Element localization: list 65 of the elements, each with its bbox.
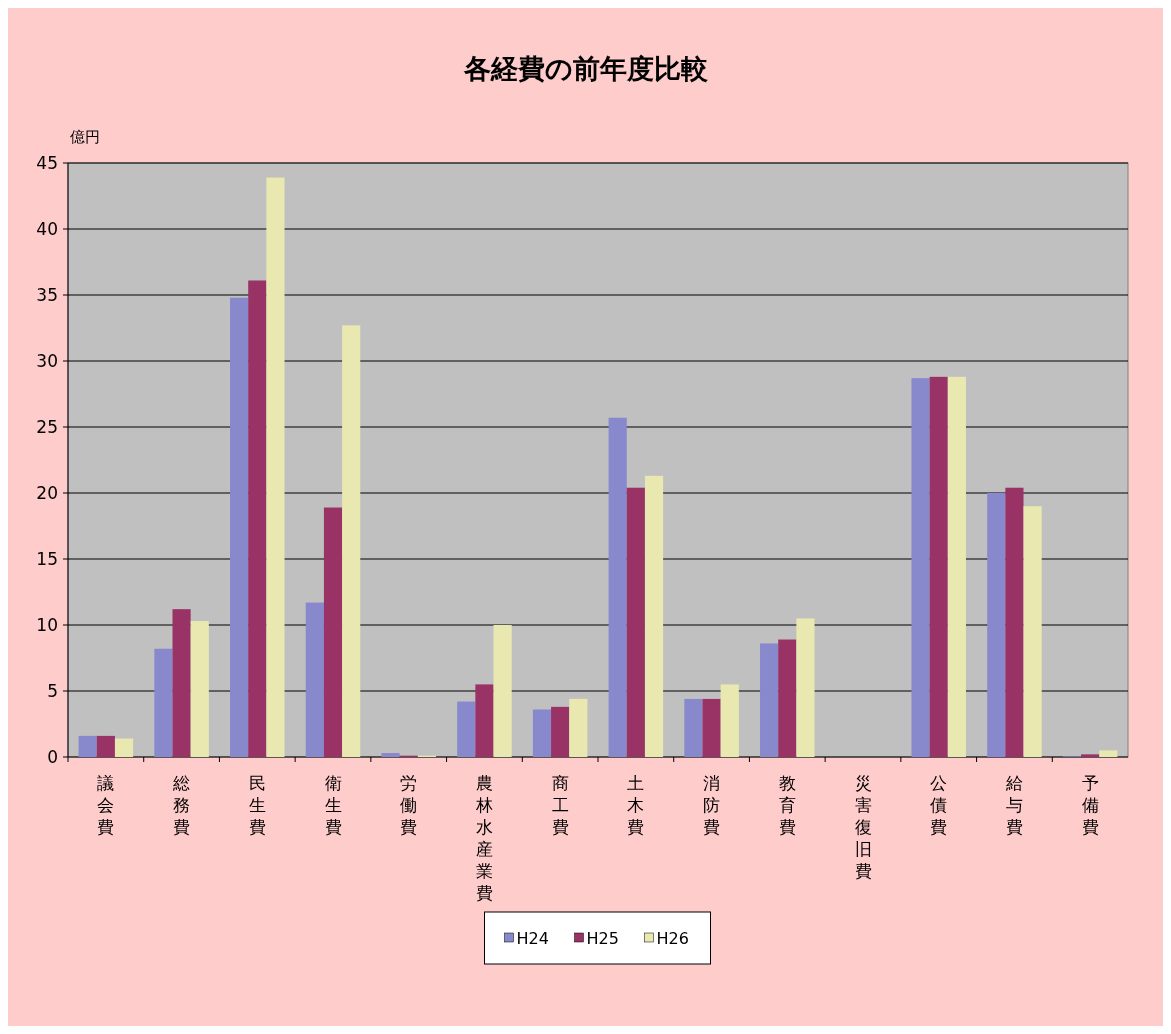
bar: [1023, 506, 1042, 757]
bar: [796, 618, 815, 757]
bar: [323, 507, 343, 757]
bar: [266, 177, 285, 757]
x-tick-label: 教育費: [778, 773, 796, 837]
bar: [608, 417, 627, 757]
bar: [190, 621, 209, 757]
x-tick-label: 消防費: [703, 773, 721, 837]
x-tick-label: 給与費: [1004, 773, 1023, 837]
y-tick-label: 30: [36, 351, 58, 371]
x-tick-label: 議会費: [97, 773, 115, 837]
y-tick-label: 45: [36, 153, 58, 173]
legend-label: H25: [586, 929, 619, 948]
bar: [1099, 750, 1118, 757]
bar: [1005, 487, 1024, 757]
y-axis-title: 億円: [70, 128, 100, 146]
x-tick-label: 災害復旧費: [854, 773, 872, 881]
x-tick-label: 公債費: [930, 773, 948, 837]
x-tick-label: 予備費: [1081, 773, 1099, 837]
y-tick-label: 25: [36, 417, 58, 437]
y-tick-label: 15: [36, 549, 58, 569]
bar: [626, 487, 645, 757]
bar: [947, 376, 966, 757]
bar: [720, 684, 739, 757]
bar: [987, 493, 1006, 757]
x-tick-label: 土木費: [627, 773, 645, 837]
bar: [342, 325, 361, 757]
bar: [381, 753, 400, 757]
y-tick-label: 40: [36, 219, 58, 239]
bar: [96, 735, 115, 757]
y-tick-label: 35: [36, 285, 58, 305]
bar: [305, 602, 324, 757]
x-tick-label: 衛生費: [324, 773, 342, 837]
bar: [78, 735, 97, 757]
chart-title: 各経費の前年度比較: [462, 53, 709, 84]
y-tick-label: 5: [47, 681, 58, 701]
x-tick-label: 総務費: [172, 773, 191, 837]
y-tick-label: 10: [36, 615, 58, 635]
bar: [475, 684, 494, 757]
bar: [702, 698, 721, 757]
bar: [154, 648, 173, 757]
bar: [551, 706, 570, 757]
bar: [778, 639, 797, 757]
bar: [493, 625, 512, 757]
x-tick-label: 農林水産業費: [474, 773, 493, 903]
bar: [644, 475, 664, 757]
bar: [172, 609, 191, 757]
bar: [929, 376, 948, 757]
bar: [569, 698, 588, 757]
bar: [114, 738, 134, 757]
x-tick-label: 商工費: [551, 773, 569, 837]
bar: [760, 643, 779, 757]
bar: [1081, 754, 1100, 757]
bar: [230, 297, 249, 757]
bar: [532, 709, 552, 757]
legend-label: H26: [656, 929, 689, 948]
y-tick-label: 0: [47, 747, 58, 767]
bar: [457, 701, 476, 757]
x-tick-label: 民生費: [248, 773, 266, 837]
legend-label: H24: [516, 929, 549, 948]
bar: [684, 698, 703, 757]
bar: [911, 378, 930, 757]
bar: [248, 280, 267, 757]
x-tick-label: 労働費: [400, 773, 418, 837]
y-tick-label: 20: [36, 483, 58, 503]
